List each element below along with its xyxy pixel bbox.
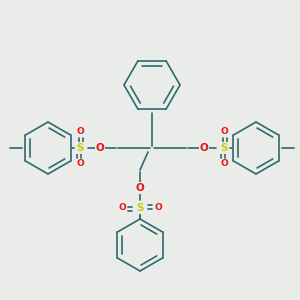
Text: O: O [76, 128, 84, 136]
Text: O: O [76, 160, 84, 169]
Text: S: S [76, 143, 84, 153]
Text: O: O [136, 183, 144, 193]
Text: O: O [118, 203, 126, 212]
Text: S: S [136, 203, 144, 213]
Text: S: S [220, 143, 228, 153]
Text: O: O [220, 160, 228, 169]
Text: O: O [200, 143, 208, 153]
Text: O: O [96, 143, 104, 153]
Text: O: O [220, 128, 228, 136]
Text: O: O [154, 203, 162, 212]
